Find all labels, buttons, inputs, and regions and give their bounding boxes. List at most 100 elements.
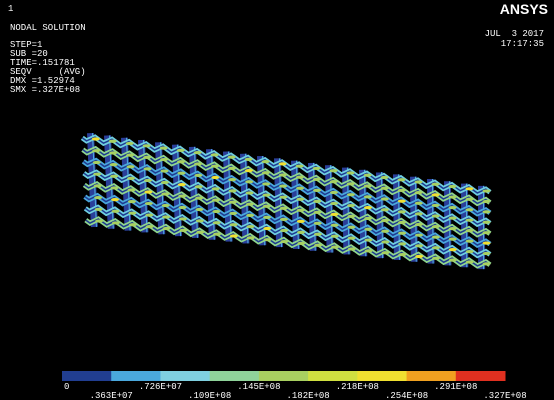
mesh-node [313, 189, 321, 192]
mesh-node [432, 246, 440, 249]
mesh-node [161, 192, 169, 195]
mesh-node [432, 193, 440, 196]
mesh-node [143, 156, 151, 159]
mesh-node [163, 227, 171, 230]
mesh-node [128, 188, 136, 191]
mesh-node [245, 169, 253, 172]
mesh-node [398, 232, 406, 235]
mesh-node [466, 219, 474, 222]
mesh-node [230, 234, 238, 237]
mesh-node [178, 194, 186, 197]
window-number: 1 [8, 4, 13, 14]
mesh-node [161, 169, 169, 172]
mesh-node [314, 244, 322, 247]
mesh-node [432, 225, 440, 228]
mesh-node [432, 214, 440, 217]
mesh-node [263, 216, 271, 219]
mesh-node [314, 233, 322, 236]
mesh-node [160, 146, 168, 149]
mesh-post [380, 172, 381, 258]
mesh-node [280, 207, 288, 210]
mesh-node [296, 187, 304, 190]
mesh-node [246, 214, 254, 217]
mesh-node [381, 197, 389, 200]
mesh-node [194, 174, 202, 177]
mesh-node [146, 225, 154, 228]
legend-swatch [62, 371, 112, 381]
mesh-node [280, 240, 288, 243]
mesh-node [432, 204, 440, 207]
mesh-node [177, 149, 185, 152]
mesh-node [449, 206, 457, 209]
mesh-node [229, 201, 237, 204]
mesh-node [347, 193, 355, 196]
mesh-node [127, 165, 135, 168]
mesh-node [109, 151, 117, 154]
legend-swatch [210, 371, 260, 381]
legend-label: 0 [64, 382, 69, 392]
mesh-node [331, 246, 339, 249]
mesh-node [398, 253, 406, 256]
mesh-node [415, 244, 423, 247]
mesh-node [110, 163, 118, 166]
legend-label: .254E+08 [385, 391, 428, 400]
mesh-node [211, 165, 219, 168]
mesh-node [364, 206, 372, 209]
mesh-node [280, 229, 288, 232]
mesh-node [483, 262, 491, 265]
mesh-post [397, 174, 398, 260]
mesh-node [196, 208, 204, 211]
mesh-node [228, 156, 236, 159]
mesh-node [432, 236, 440, 239]
mesh-node [415, 191, 423, 194]
mesh-node [381, 176, 389, 179]
mesh-node [297, 242, 305, 245]
legend-swatch [357, 371, 407, 381]
mesh-node [415, 234, 423, 237]
mesh-node [365, 238, 373, 241]
mesh-node [297, 220, 305, 223]
mesh-node [109, 140, 117, 143]
mesh-node [94, 196, 102, 199]
mesh-node [398, 210, 406, 213]
mesh-node [230, 223, 238, 226]
mesh-node [195, 196, 203, 199]
mesh-node [364, 228, 372, 231]
legend-label: .363E+07 [90, 391, 133, 400]
mesh-node [466, 229, 474, 232]
mesh-node [483, 241, 491, 244]
mesh-node [92, 149, 100, 152]
mesh-node [483, 231, 491, 234]
mesh-node [280, 218, 288, 221]
mesh-node [110, 175, 118, 178]
mesh-node [347, 171, 355, 174]
mesh-node [415, 202, 423, 205]
mesh-node [144, 167, 152, 170]
mesh-node [415, 255, 423, 258]
legend-label: .109E+08 [188, 391, 231, 400]
mesh-node [127, 177, 135, 180]
info-line: NODAL SOLUTION [10, 23, 86, 33]
mesh-node [95, 219, 103, 222]
mesh-node [144, 190, 152, 193]
mesh-node [449, 259, 457, 262]
mesh-node [245, 180, 253, 183]
mesh-node [296, 165, 304, 168]
mesh-node [415, 180, 423, 183]
legend-swatch [407, 371, 457, 381]
mesh-node [111, 186, 119, 189]
legend-label: .291E+08 [434, 382, 477, 392]
mesh-node [246, 225, 254, 228]
mesh-node [212, 187, 220, 190]
mesh-node [330, 180, 338, 183]
mesh-node [92, 137, 100, 140]
mesh-node [483, 221, 491, 224]
mesh-node [449, 238, 457, 241]
mesh-node [398, 200, 406, 203]
mesh-node [279, 173, 287, 176]
mesh-node [398, 221, 406, 224]
mesh-node [365, 249, 373, 252]
mesh-node [112, 221, 120, 224]
mesh-node [93, 161, 101, 164]
mesh-node [415, 212, 423, 215]
